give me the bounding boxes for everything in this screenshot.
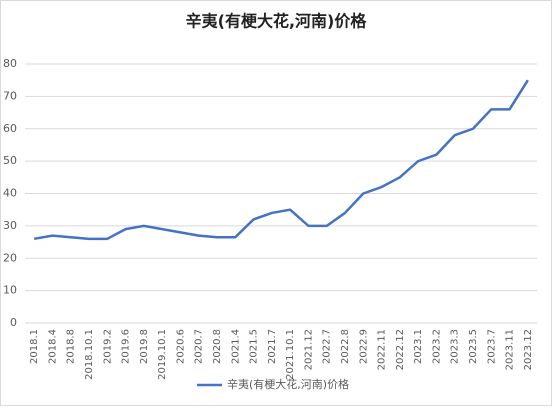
data-line: [33, 79, 529, 241]
y-tick-label: 50: [3, 154, 17, 167]
x-tick-label: 2020.6: [175, 329, 186, 364]
x-tick-label: 2021.4: [230, 329, 241, 364]
x-tick-label: 2023.7: [486, 329, 497, 364]
x-tick-label: 2019.2: [102, 329, 113, 364]
x-tick-label: 2022.8: [340, 329, 351, 364]
y-tick-label: 80: [3, 57, 17, 70]
x-tick-label: 2019.6: [121, 329, 132, 364]
y-tick-label: 10: [3, 284, 17, 297]
x-tick-label: 2023.3: [450, 329, 461, 364]
x-tick-label: 2023.1: [413, 329, 424, 364]
x-tick-label: 2023.2: [431, 329, 442, 364]
x-tick-label: 2018.10.1: [84, 329, 95, 380]
chart-title: 辛夷(有梗大花,河南)价格: [186, 12, 368, 31]
x-tick-label: 2023.5: [468, 329, 479, 364]
x-tick-label: 2023.11: [505, 329, 516, 370]
x-tick-label: 2021.7: [267, 329, 278, 364]
y-tick-label: 0: [10, 316, 17, 329]
x-tick-label: 2020.8: [212, 329, 223, 364]
x-tick-label: 2021.10.1: [285, 329, 296, 380]
legend-label: 辛夷(有梗大花,河南)价格: [227, 377, 349, 391]
y-tick-label: 60: [3, 122, 17, 135]
x-tick-label: 2021.12: [303, 329, 314, 370]
x-tick-label: 2018.8: [66, 329, 77, 364]
x-tick-label: 2022.9: [358, 329, 369, 364]
x-tick-label: 2020.7: [194, 329, 205, 364]
x-tick-label: 2019.10.1: [157, 329, 168, 380]
y-tick-label: 40: [3, 187, 17, 200]
x-tick-label: 2018.1: [29, 329, 40, 364]
y-tick-label: 20: [3, 251, 17, 264]
x-tick-label: 2021.5: [249, 329, 260, 364]
x-tick-label: 2023.12: [523, 329, 534, 370]
x-tick-label: 2018.4: [47, 329, 58, 364]
x-tick-label: 2022.12: [395, 329, 406, 370]
x-tick-label: 2019.8: [139, 329, 150, 364]
x-tick-label: 2022.7: [322, 329, 333, 364]
y-tick-label: 70: [3, 89, 17, 102]
y-tick-label: 30: [3, 219, 17, 232]
x-tick-label: 2022.11: [377, 329, 388, 370]
